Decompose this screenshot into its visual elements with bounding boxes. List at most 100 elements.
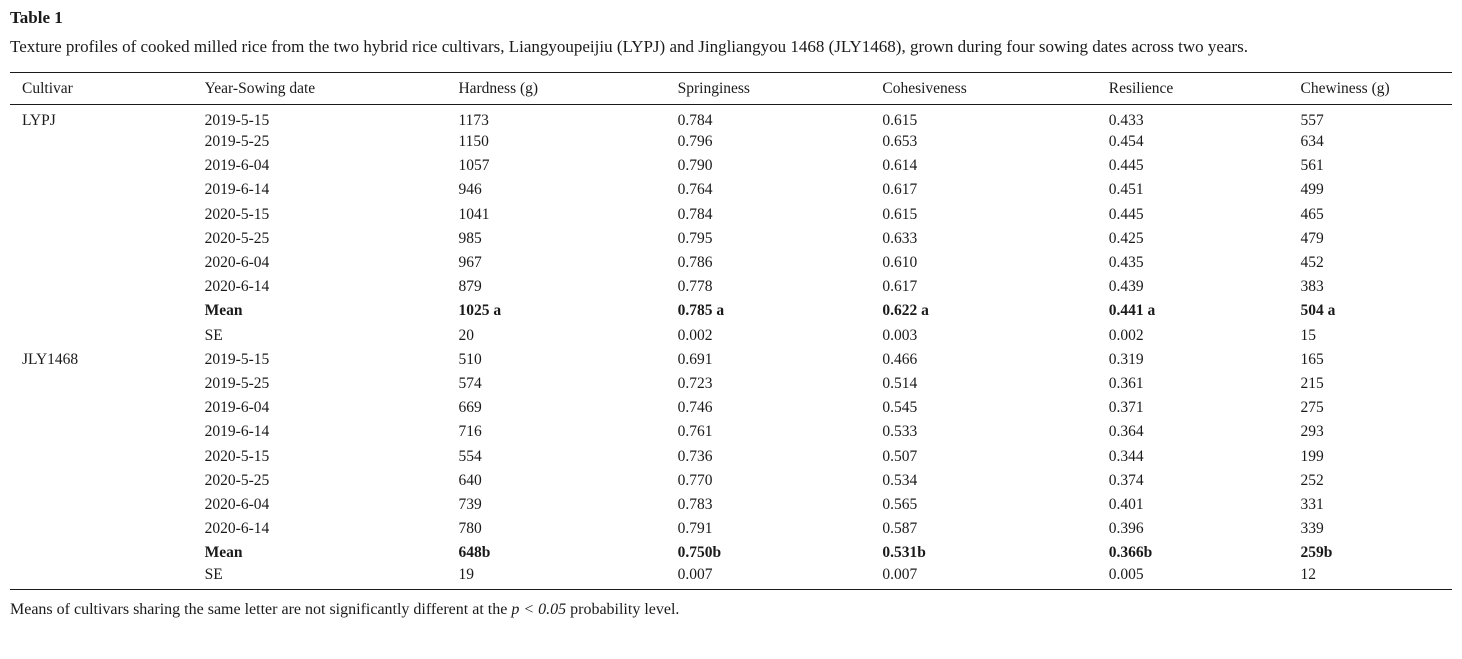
value-cell: 0.617 — [882, 278, 918, 296]
value-cell: 0.007 — [677, 566, 713, 584]
value-cell: 0.770 — [677, 471, 713, 489]
table-row: Mean 648b 0.750b 0.531b 0.366b 259b — [10, 541, 1452, 565]
value-cell: 0.653 — [882, 133, 918, 151]
cultivar-cell — [10, 203, 205, 227]
value-cell: 879 — [458, 278, 482, 296]
table-row: 2020-5-15 1041 0.784 0.615 0.445 465 — [10, 203, 1452, 227]
value-cell: 0.785 a — [677, 302, 725, 320]
value-cell: 0.723 — [677, 374, 713, 392]
table-row: SE 20 0.002 0.003 0.002 15 — [10, 324, 1452, 348]
year-sowing-date-cell: Mean — [204, 302, 243, 320]
cultivar-cell — [10, 469, 205, 493]
year-sowing-date-cell: 2019-5-25 — [204, 133, 270, 151]
value-cell: 0.796 — [677, 133, 713, 151]
value-cell: 648b — [458, 544, 491, 562]
value-cell: 199 — [1300, 447, 1324, 465]
value-cell: 452 — [1300, 254, 1324, 272]
table-label: Table 1 — [10, 8, 63, 27]
value-cell: 0.466 — [882, 350, 918, 368]
value-cell: 0.002 — [677, 326, 713, 344]
cultivar-cell — [10, 372, 205, 396]
value-cell: 0.445 — [1108, 205, 1144, 223]
value-cell: 165 — [1300, 350, 1324, 368]
cultivar-cell — [10, 227, 205, 251]
year-sowing-date-cell: 2019-5-25 — [204, 374, 270, 392]
table-body: LYPJ 2019-5-15 1173 0.784 0.615 0.433 557 2019-… — [10, 105, 1452, 590]
value-cell: 0.425 — [1108, 229, 1144, 247]
value-cell: 561 — [1300, 157, 1324, 175]
value-cell: 1057 — [458, 157, 490, 175]
footnote-text-prefix: Means of cultivars sharing the same lett… — [10, 601, 512, 619]
value-cell: 0.778 — [677, 278, 713, 296]
year-sowing-date-cell: 2020-6-14 — [204, 278, 270, 296]
year-sowing-date-cell: 2020-6-14 — [204, 520, 270, 538]
value-cell: 0.691 — [677, 350, 713, 368]
cultivar-cell — [10, 324, 205, 348]
value-cell: 946 — [458, 181, 482, 199]
value-cell: 0.007 — [882, 566, 918, 584]
value-cell: 0.764 — [677, 181, 713, 199]
year-sowing-date-cell: 2020-5-25 — [204, 471, 270, 489]
cultivar-cell — [10, 493, 205, 517]
table-row: 2020-5-25 985 0.795 0.633 0.425 479 — [10, 227, 1452, 251]
value-cell: 0.002 — [1108, 326, 1144, 344]
value-cell: 215 — [1300, 374, 1324, 392]
value-cell: 0.615 — [882, 112, 918, 129]
value-cell: 0.366b — [1108, 544, 1153, 562]
value-cell: 0.633 — [882, 229, 918, 247]
value-cell: 0.783 — [677, 495, 713, 513]
cultivar-cell — [10, 565, 205, 589]
value-cell: 0.396 — [1108, 520, 1144, 538]
year-sowing-date-cell: 2020-5-25 — [204, 229, 270, 247]
value-cell: 479 — [1300, 229, 1324, 247]
table-caption: Texture profiles of cooked milled rice f… — [10, 37, 1249, 56]
column-header-springiness: Springiness — [677, 72, 883, 105]
value-cell: 967 — [458, 254, 482, 272]
footnote-p-value: p < 0.05 — [511, 601, 567, 619]
value-cell: 0.435 — [1108, 254, 1144, 272]
table-row: 2019-6-14 946 0.764 0.617 0.451 499 — [10, 178, 1452, 202]
value-cell: 510 — [458, 350, 482, 368]
value-cell: 465 — [1300, 205, 1324, 223]
table-row: 2020-6-04 739 0.783 0.565 0.401 331 — [10, 493, 1452, 517]
value-cell: 0.565 — [882, 495, 918, 513]
value-cell: 0.790 — [677, 157, 713, 175]
table-row: Mean 1025 a 0.785 a 0.622 a 0.441 a 504 a — [10, 299, 1452, 323]
year-sowing-date-cell: 2020-5-15 — [204, 205, 270, 223]
value-cell: 0.614 — [882, 157, 918, 175]
paper-table-page: Table 1 Texture profiles of cooked mille… — [10, 8, 1452, 619]
year-sowing-date-cell: 2019-6-14 — [204, 181, 270, 199]
value-cell: 1150 — [458, 133, 489, 151]
value-cell: 0.531b — [882, 544, 926, 562]
value-cell: 0.761 — [677, 423, 713, 441]
year-sowing-date-cell: Mean — [204, 544, 243, 562]
value-cell: 275 — [1300, 399, 1324, 417]
value-cell: 1025 a — [458, 302, 502, 320]
table-row: 2019-5-25 574 0.723 0.514 0.361 215 — [10, 372, 1452, 396]
column-header-chewiness: Chewiness (g) — [1300, 72, 1452, 105]
value-cell: 331 — [1300, 495, 1324, 513]
cultivar-cell — [10, 154, 205, 178]
year-sowing-date-cell: 2020-6-04 — [204, 254, 270, 272]
value-cell: 557 — [1300, 112, 1324, 129]
cultivar-cell — [10, 251, 205, 275]
column-header-cultivar: Cultivar — [10, 72, 205, 105]
value-cell: 0.439 — [1108, 278, 1144, 296]
value-cell: 0.451 — [1108, 181, 1144, 199]
table-row: 2020-6-04 967 0.786 0.610 0.435 452 — [10, 251, 1452, 275]
cultivar-cell — [10, 541, 205, 565]
table-row: 2020-6-14 780 0.791 0.587 0.396 339 — [10, 517, 1452, 541]
table-header: Cultivar Year-Sowing date Hardness (g) S… — [10, 72, 1452, 105]
table-row: LYPJ 2019-5-15 1173 0.784 0.615 0.433 557 — [10, 105, 1452, 131]
year-sowing-date-cell: 2019-6-04 — [204, 399, 270, 417]
value-cell: 19 — [458, 566, 474, 584]
value-cell: 504 a — [1300, 302, 1336, 320]
value-cell: 259b — [1300, 544, 1333, 562]
year-sowing-date-cell: SE — [204, 566, 223, 584]
table-row: 2019-6-04 669 0.746 0.545 0.371 275 — [10, 396, 1452, 420]
value-cell: 339 — [1300, 520, 1324, 538]
column-header-cohesiveness: Cohesiveness — [882, 72, 1109, 105]
value-cell: 0.433 — [1108, 112, 1144, 129]
value-cell: 383 — [1300, 278, 1324, 296]
value-cell: 1041 — [458, 205, 490, 223]
